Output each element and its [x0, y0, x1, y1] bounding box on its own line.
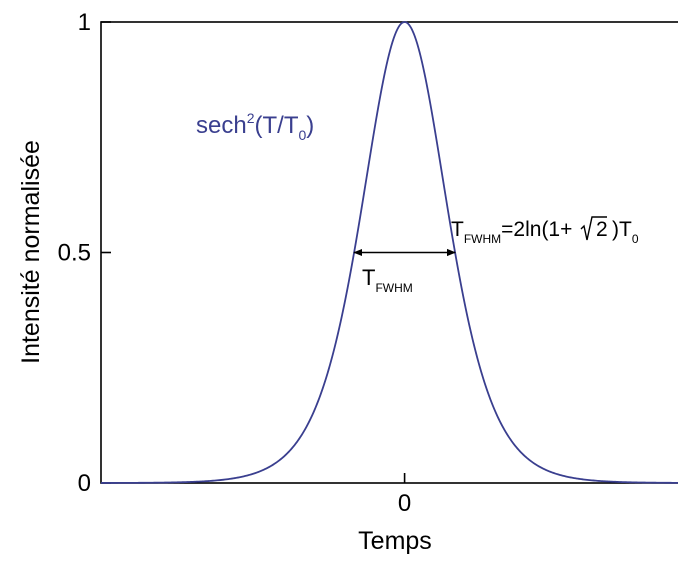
y-tick-label-2: 1 — [78, 9, 91, 36]
formula-eq: =2ln(1+ — [501, 218, 572, 241]
formula-t: T — [451, 218, 464, 241]
svg-text:2: 2 — [596, 218, 608, 241]
fwhm-label-sub: FWHM — [375, 281, 412, 295]
curve-label-sup: 2 — [247, 110, 255, 126]
series-line-0 — [101, 21, 678, 484]
y-tick-label-1: 0.5 — [58, 240, 91, 267]
svg-text:TFWHM=2ln(1+: TFWHM=2ln(1+ — [451, 218, 572, 246]
curve-label-sub: 0 — [298, 127, 306, 143]
curve-label: sech2(T/T0) — [196, 110, 314, 143]
formula-sub: FWHM — [464, 232, 501, 246]
series-layer — [101, 21, 678, 484]
y-tick-label-0: 0 — [78, 470, 91, 497]
formula-radicand: 2 — [596, 218, 608, 241]
y-axis-ticks: 00.51 — [58, 9, 111, 497]
curve-label-tail: ) — [306, 112, 314, 139]
curve-label-mid: (T/T — [255, 112, 299, 139]
y-axis-label: Intensité normalisée — [17, 140, 45, 364]
formula-sub0: 0 — [632, 232, 639, 246]
svg-text:)T0: )T0 — [612, 218, 639, 246]
x-tick-label-0: 0 — [398, 490, 411, 517]
curve-label-base: sech — [196, 112, 247, 139]
x-axis-ticks: 0 — [398, 473, 411, 517]
formula-close: )T — [612, 218, 632, 241]
x-axis-label: Temps — [358, 527, 432, 555]
fwhm-label: TFWHM — [362, 265, 413, 295]
fwhm-formula: TFWHM=2ln(1+ 2 )T0 — [451, 216, 639, 246]
sqrt-radical — [580, 216, 607, 241]
fwhm-label-base: T — [362, 265, 375, 290]
